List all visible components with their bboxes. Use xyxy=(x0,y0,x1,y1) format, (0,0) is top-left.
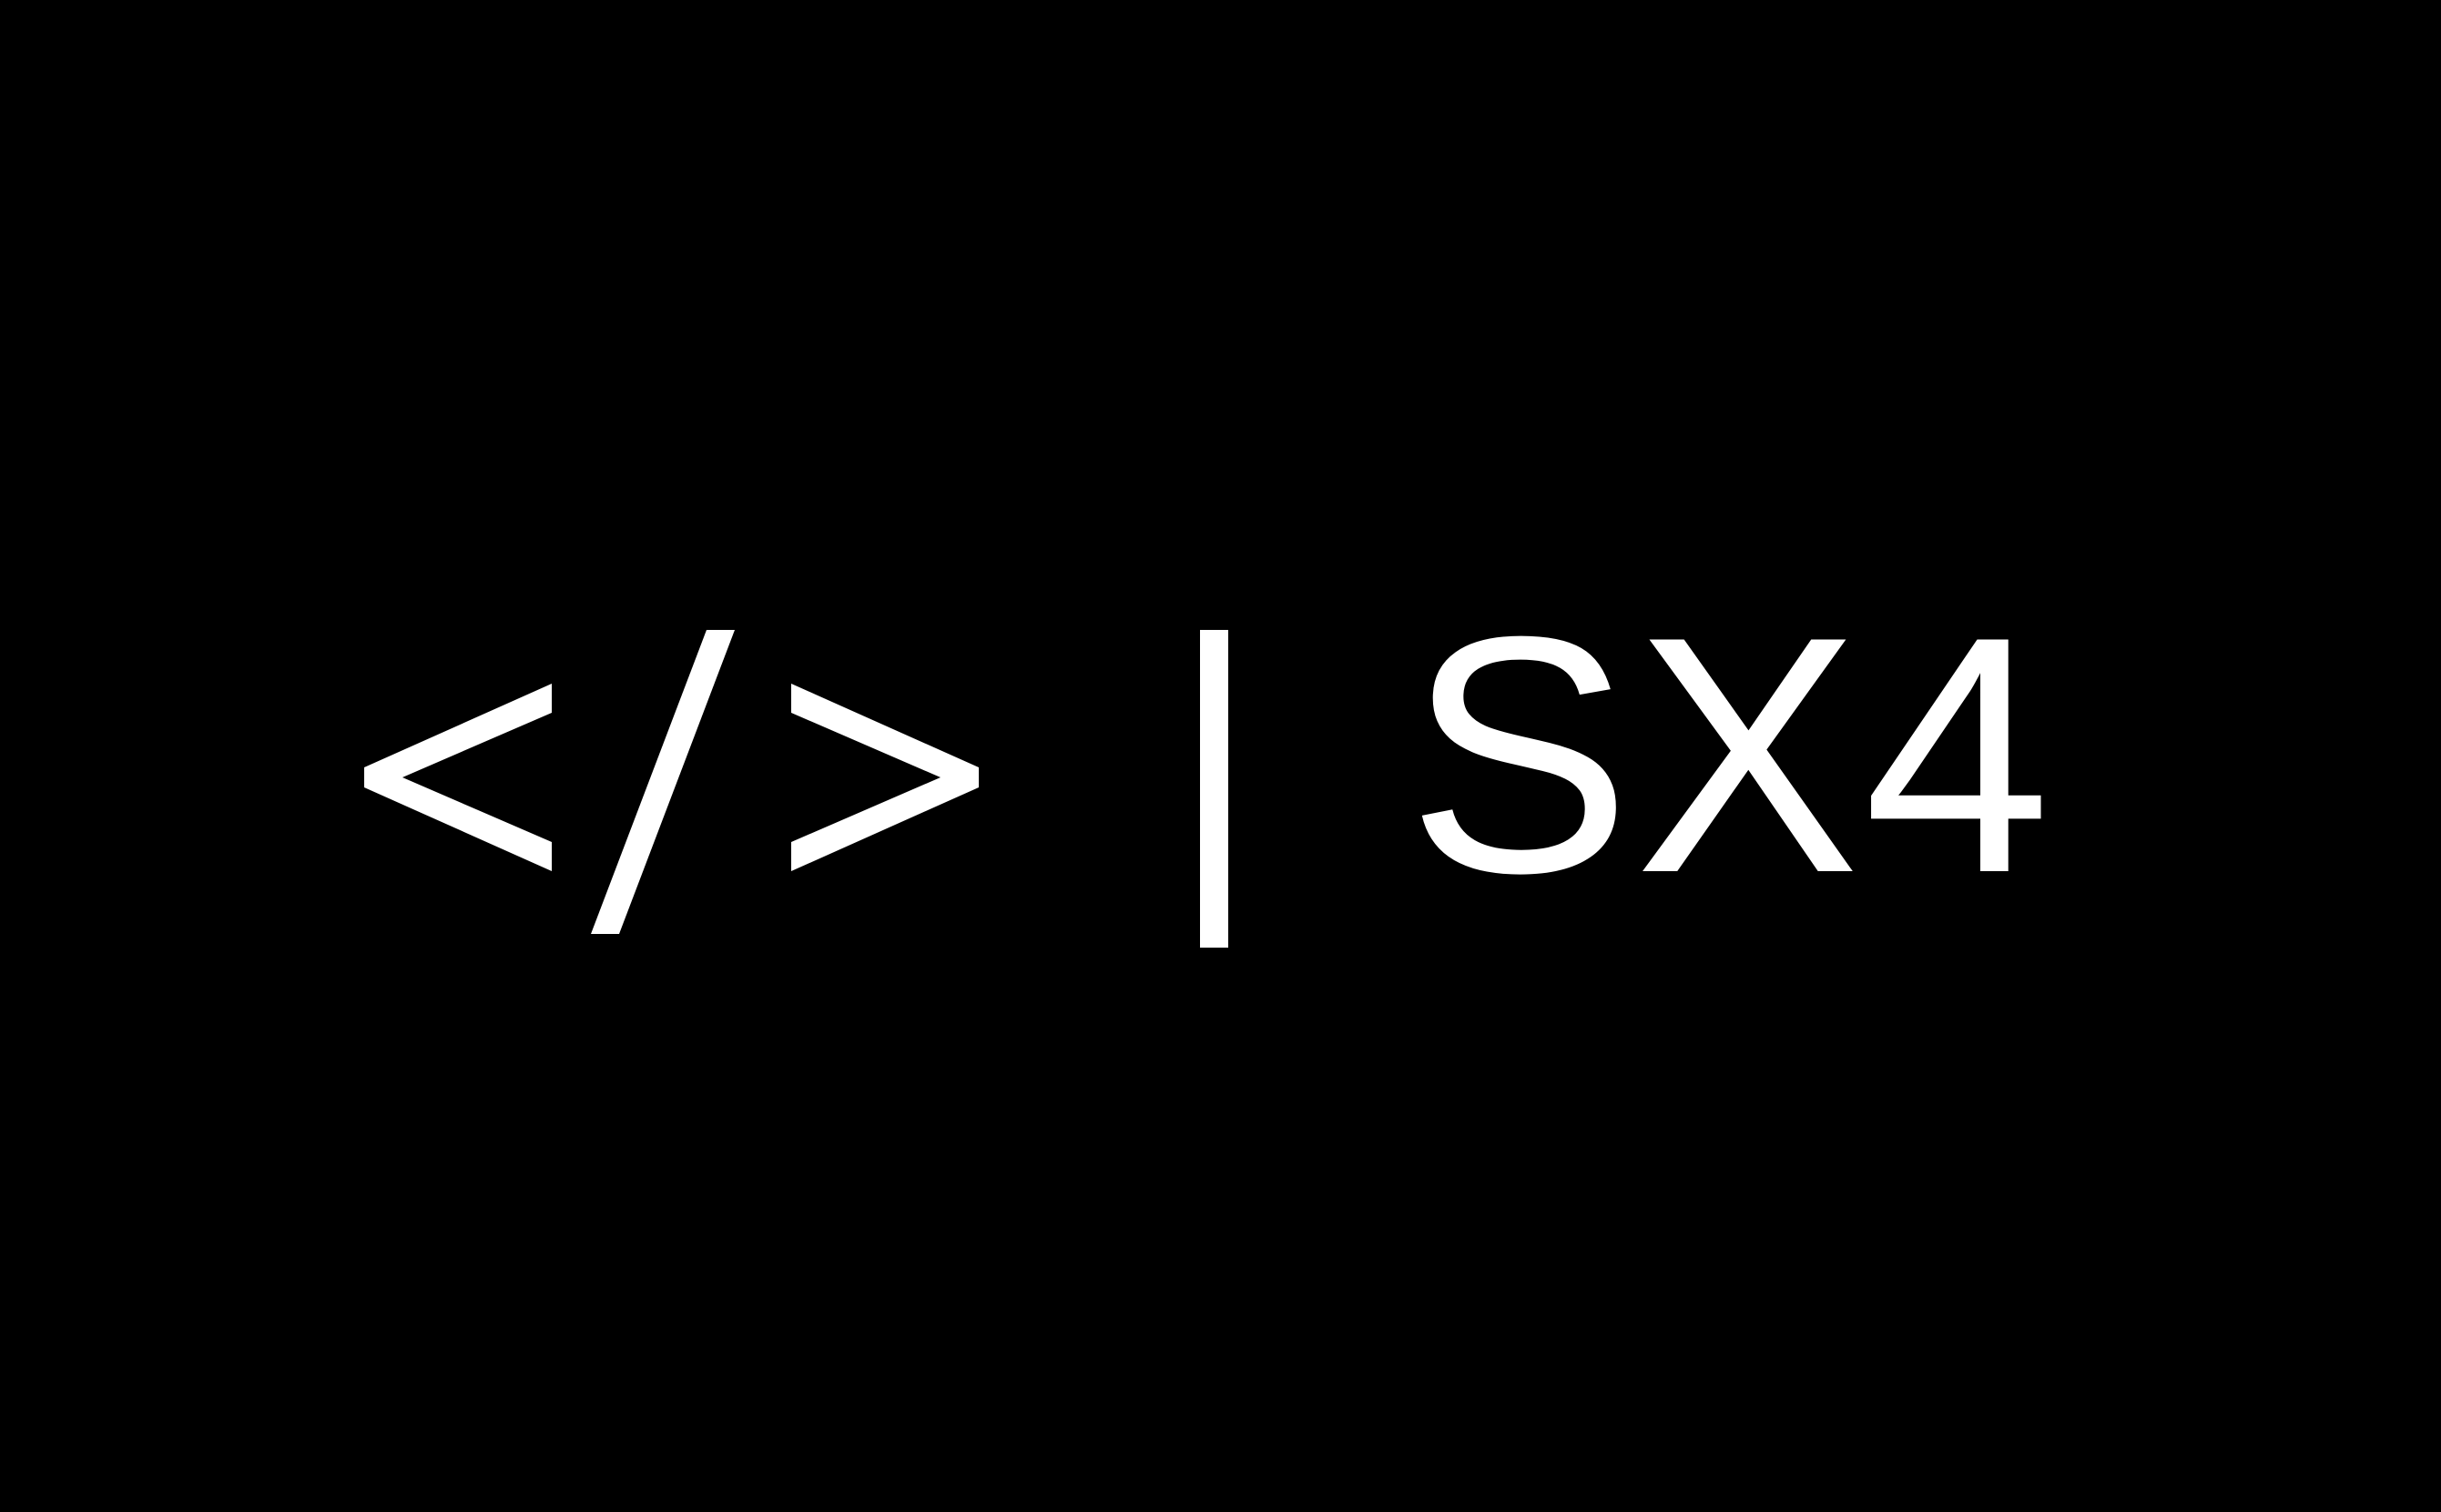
slash xyxy=(591,630,735,934)
code-brackets-icon xyxy=(364,630,979,934)
right-angle-bracket xyxy=(791,684,979,871)
left-angle-bracket xyxy=(364,684,552,871)
vertical-divider-icon xyxy=(1200,630,1228,948)
brand-name: SX4 xyxy=(1407,567,2055,943)
